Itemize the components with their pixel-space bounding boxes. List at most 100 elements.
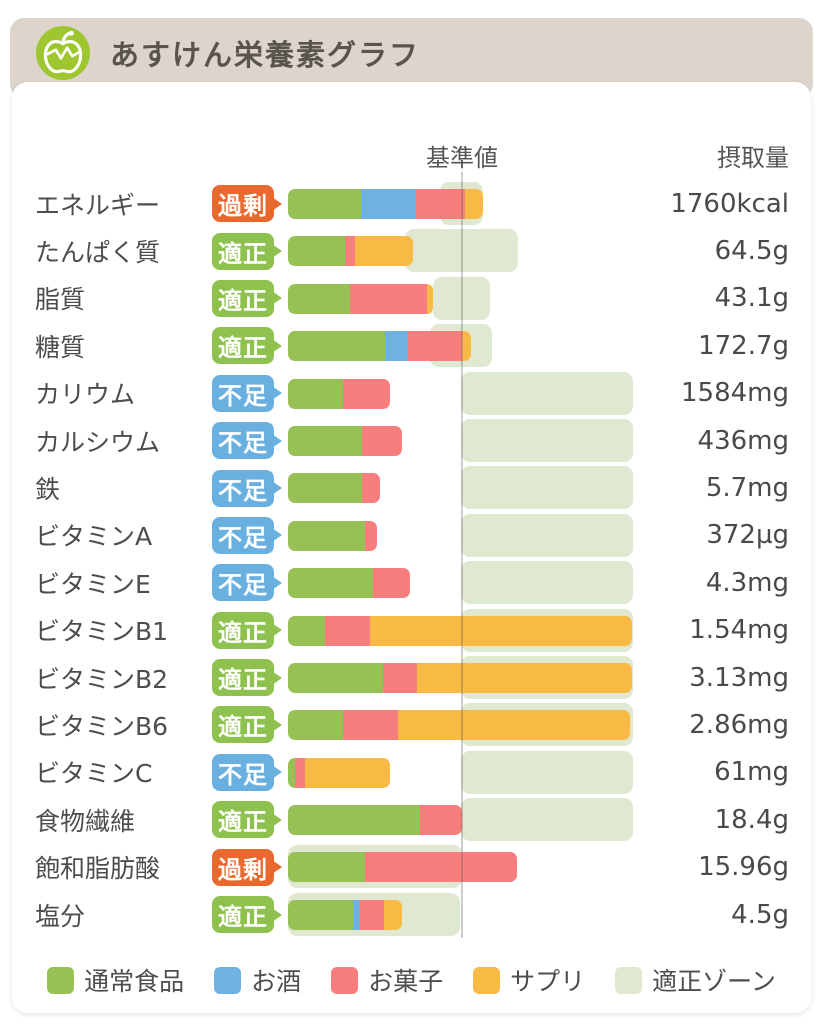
bar-segment-normal	[288, 189, 361, 219]
status-badge-wrap: 不足	[212, 753, 288, 791]
nutrient-label: 塩分	[35, 901, 86, 931]
stacked-bar	[288, 425, 402, 456]
adequate-zone-band	[433, 276, 490, 320]
bar-segment-sweets	[373, 568, 410, 599]
status-badge-wrap: 過剰	[212, 848, 288, 886]
nutrient-row: カリウム 不足 1584mg	[12, 370, 811, 417]
bar-segment-sweets	[383, 662, 417, 693]
status-badge: 不足	[212, 516, 274, 554]
bar-segment-supplement	[427, 283, 433, 314]
status-badge-wrap: 不足	[212, 374, 288, 412]
badge-tail-icon	[272, 907, 282, 922]
nutrient-row: 糖質 適正 172.7g	[12, 322, 811, 369]
badge-tail-icon	[272, 528, 282, 543]
intake-value: 436mg	[697, 425, 789, 456]
bar-segment-normal	[288, 236, 345, 267]
legend-item: お酒	[214, 962, 301, 998]
bar-segment-sweets	[416, 189, 465, 219]
stacked-bar	[288, 331, 471, 362]
legend-swatch-zone	[615, 966, 643, 994]
adequate-zone-band	[461, 513, 633, 557]
bar-segment-normal	[288, 520, 365, 551]
intake-value: 1760kcal	[670, 188, 789, 219]
legend-item: サプリ	[473, 962, 585, 998]
bar-track	[288, 464, 634, 511]
stacked-bar	[288, 757, 390, 788]
bar-track	[288, 417, 634, 464]
nutrient-label: ビタミンB2	[35, 664, 169, 694]
bar-segment-sweets	[360, 899, 384, 930]
stacked-bar	[288, 662, 632, 693]
status-badge: 不足	[212, 422, 274, 460]
bar-track	[288, 843, 634, 890]
bar-segment-normal	[288, 662, 383, 693]
nutrient-row: ビタミンB2 適正 3.13mg	[12, 654, 811, 701]
intake-value: 1584mg	[681, 378, 789, 409]
nutrient-row: ビタミンA 不足 372µg	[12, 512, 811, 559]
bar-segment-normal	[288, 805, 420, 836]
bar-segment-supplement	[370, 615, 632, 646]
bar-segment-normal	[288, 757, 295, 788]
status-badge: 過剰	[212, 848, 274, 886]
bar-segment-sweets	[365, 852, 517, 883]
badge-tail-icon	[272, 196, 282, 211]
status-badge: 不足	[212, 564, 274, 602]
bar-segment-supplement	[398, 710, 630, 741]
status-badge-wrap: 適正	[212, 611, 288, 649]
bar-segment-sweets	[420, 805, 462, 836]
badge-tail-icon	[272, 812, 282, 827]
nutrient-row: 食物繊維 適正 18.4g	[12, 796, 811, 843]
status-badge-wrap: 不足	[212, 516, 288, 554]
standard-value-column-label: 基準値	[426, 144, 498, 172]
bar-segment-normal	[288, 852, 365, 883]
badge-tail-icon	[272, 481, 282, 496]
nutrient-label: エネルギー	[35, 190, 161, 220]
bar-segment-normal	[288, 568, 373, 599]
bar-segment-normal	[288, 473, 362, 504]
status-badge: 不足	[212, 469, 274, 507]
status-badge-wrap: 不足	[212, 469, 288, 507]
nutrient-label: たんぱく質	[35, 238, 161, 268]
stacked-bar	[288, 283, 433, 314]
bar-track	[288, 275, 634, 322]
bar-segment-normal	[288, 331, 385, 362]
legend-item: お菓子	[331, 962, 443, 998]
legend-swatch-alcohol	[214, 966, 242, 994]
status-badge: 適正	[212, 659, 274, 697]
nutrient-row: ビタミンB6 適正 2.86mg	[12, 701, 811, 748]
stacked-bar	[288, 615, 632, 646]
legend-item: 通常食品	[47, 962, 184, 998]
nutrient-label: ビタミンA	[35, 522, 153, 552]
nutrient-label: 鉄	[35, 475, 61, 505]
adequate-zone-band	[461, 750, 633, 794]
legend-swatch-supplement	[473, 966, 501, 994]
status-badge: 過剰	[212, 185, 274, 223]
bar-segment-alcohol	[353, 899, 360, 930]
nutrient-label: 食物繊維	[35, 806, 136, 836]
status-badge: 不足	[212, 753, 274, 791]
bar-track	[288, 322, 634, 369]
bar-segment-sweets	[365, 520, 377, 551]
bar-segment-normal	[288, 283, 350, 314]
asuken-apple-icon	[36, 26, 90, 80]
adequate-zone-band	[461, 418, 633, 462]
page-title: あすけん栄養素グラフ	[110, 38, 421, 72]
adequate-zone-band	[461, 798, 633, 842]
intake-value: 64.5g	[714, 236, 789, 267]
nutrient-row: 脂質 適正 43.1g	[12, 275, 811, 322]
bar-segment-sweets	[350, 283, 427, 314]
intake-value: 18.4g	[714, 804, 789, 835]
legend-label: 通常食品	[84, 967, 185, 997]
legend-label: 適正ゾーン	[652, 967, 776, 997]
bar-segment-supplement	[384, 899, 402, 930]
nutrient-label: ビタミンE	[35, 569, 151, 599]
stacked-bar	[288, 899, 402, 930]
status-badge-wrap: 適正	[212, 706, 288, 744]
intake-column-label: 摂取量	[717, 144, 789, 172]
badge-tail-icon	[272, 670, 282, 685]
bar-track	[288, 512, 634, 559]
bar-segment-supplement	[462, 331, 471, 362]
bar-segment-sweets	[345, 236, 355, 267]
bar-track	[288, 654, 634, 701]
intake-value: 3.13mg	[689, 662, 789, 693]
